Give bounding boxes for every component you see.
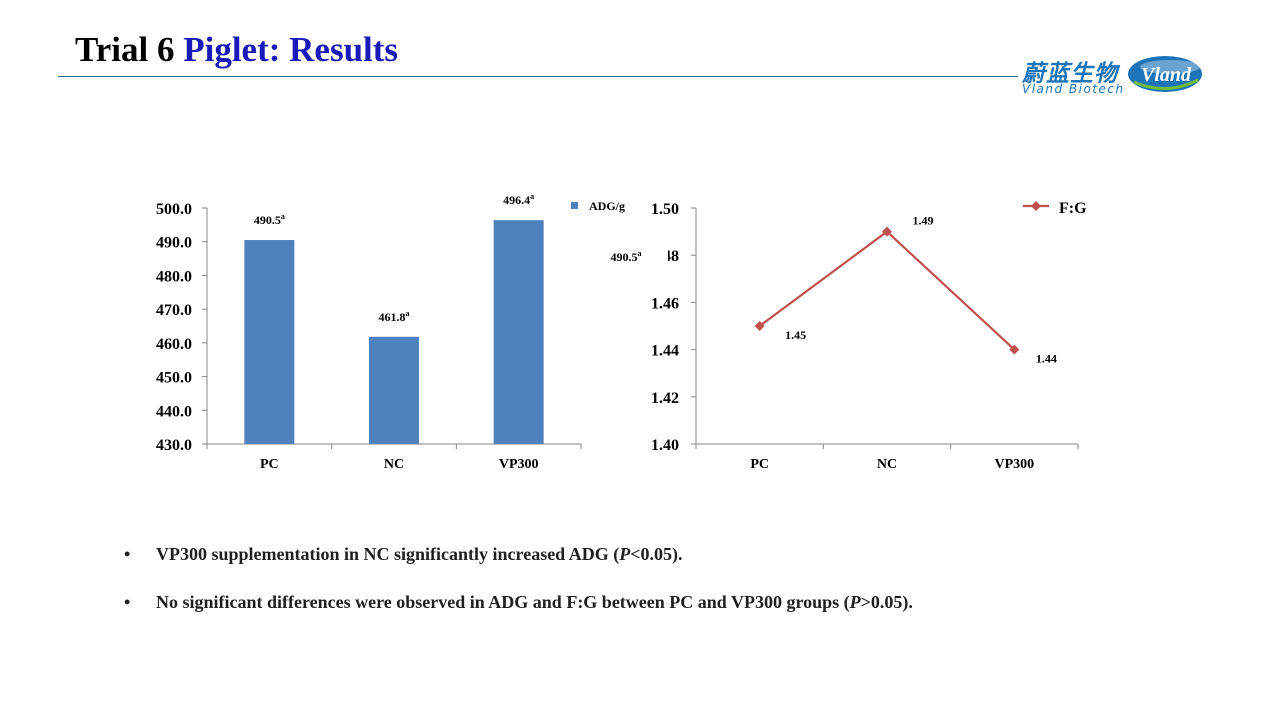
line-x-tick-label: PC [750, 457, 769, 472]
bar-data-label: 461.8a [379, 309, 410, 324]
line-x-tick-label: VP300 [994, 457, 1034, 472]
line-legend-label: F:G [1059, 200, 1087, 217]
line-y-tick-label: 1.40 [651, 437, 679, 454]
fg-point-nc [882, 226, 892, 237]
line-y-tick-label: 1.50 [651, 201, 679, 218]
bullet-text-italic: P [619, 544, 631, 564]
bar-y-tick-label: 480.0 [156, 268, 192, 285]
bar-pc [244, 240, 295, 444]
bar-nc [369, 336, 419, 444]
bar-data-label-value: 496.4 [503, 193, 530, 207]
fg-point-pc [754, 321, 765, 331]
title-underline [58, 76, 1018, 77]
fg-data-label: 1.45 [785, 328, 806, 342]
overlay-data-label-superscript: a [638, 249, 642, 258]
title-highlight: Piglet: Results [183, 30, 399, 69]
bar-y-tick-label: 470.0 [156, 302, 192, 319]
bar-data-label-superscript: a [530, 192, 534, 201]
line-y-tick-label: 1.44 [651, 343, 679, 360]
title-prefix: Trial 6 [75, 30, 184, 69]
slide-title: Trial 6 Piglet: Results [75, 30, 398, 70]
line-y-tick-label: 1.46 [651, 295, 679, 312]
bar-y-tick-label: 490.0 [156, 235, 192, 252]
overlay-label-backdrop [602, 243, 668, 266]
overlay-data-label: 490.5a [611, 249, 642, 264]
bullet-text-italic: P [849, 592, 861, 612]
bar-data-label-superscript: a [281, 212, 285, 221]
bullet-text-before: No significant differences were observed… [156, 592, 850, 612]
logo-badge-text: Vland [1141, 64, 1192, 86]
bar-y-tick-label: 440.0 [156, 403, 192, 420]
bullet-marker: • [124, 592, 131, 612]
logo-chinese-text: 蔚蓝生物 [1022, 61, 1118, 87]
bullet-text-after: >0.05). [860, 592, 913, 612]
bullet-text-after: <0.05). [630, 544, 683, 564]
bar-data-label: 496.4a [503, 192, 534, 207]
bar-y-tick-label: 430.0 [156, 437, 192, 454]
overlay-data-label-value: 490.5 [611, 250, 638, 264]
bar-y-tick-label: 460.0 [156, 336, 192, 353]
bar-legend-label: ADG/g [589, 199, 625, 213]
fg-data-label: 1.49 [913, 214, 934, 228]
bar-y-tick-label: 450.0 [156, 370, 192, 387]
logo-badge-icon: Vland [1128, 56, 1202, 92]
bar-y-tick-label: 500.0 [156, 201, 192, 218]
logo-english-text: Vland Biotech [1022, 82, 1125, 96]
bar-data-label: 490.5a [254, 212, 285, 227]
bar-vp300 [493, 220, 544, 444]
bar-data-label-value: 461.8 [379, 310, 406, 324]
bullet-item-no-difference: • No significant differences were observe… [120, 592, 1220, 613]
bullet-marker: • [124, 544, 131, 564]
bar-data-label-value: 490.5 [254, 213, 281, 227]
line-x-tick-label: NC [877, 457, 897, 472]
bar-data-label-superscript: a [406, 309, 410, 318]
fg-point-vp300 [1009, 344, 1020, 355]
bullet-text-before: VP300 supplementation in NC significantl… [156, 544, 620, 564]
line-legend-marker [1031, 201, 1041, 211]
bullet-list: • VP300 supplementation in NC significant… [120, 544, 1220, 640]
bar-x-tick-label: PC [260, 457, 279, 472]
bar-x-tick-label: VP300 [499, 457, 539, 472]
vland-logo: 蔚蓝生物 Vland Biotech Vland [1018, 52, 1208, 98]
fg-data-label: 1.44 [1036, 352, 1057, 366]
bar-x-tick-label: NC [384, 457, 404, 472]
line-y-tick-label: 1.42 [651, 390, 679, 407]
bullet-item-adg-increase: • VP300 supplementation in NC significant… [120, 544, 1220, 565]
bar-legend-swatch [571, 202, 578, 209]
